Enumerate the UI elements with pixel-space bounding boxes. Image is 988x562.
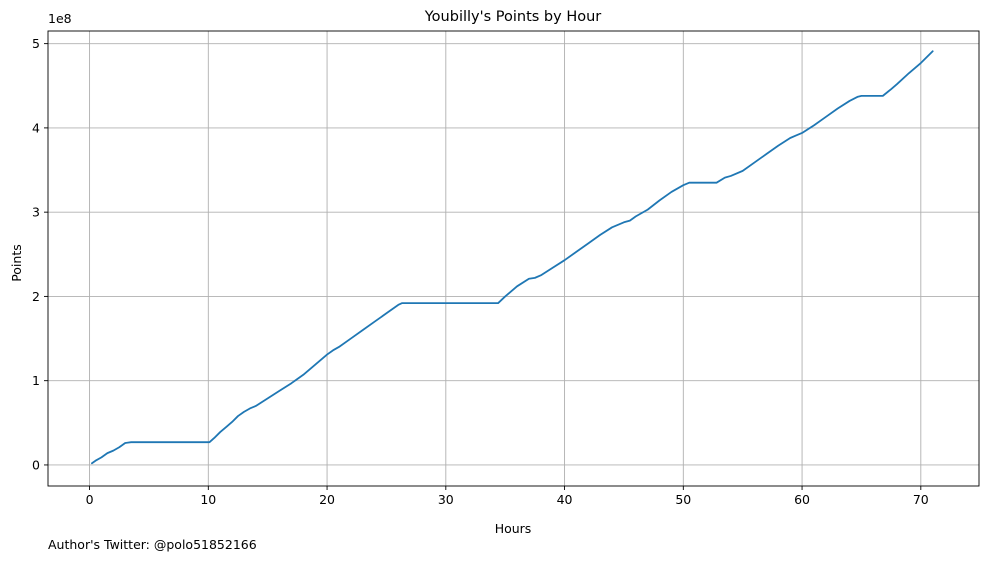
grid-lines — [48, 31, 979, 486]
x-axis-label: Hours — [495, 521, 532, 536]
x-tick-label: 30 — [438, 492, 454, 507]
series-layer — [91, 50, 934, 465]
x-tick-label: 40 — [557, 492, 573, 507]
y-tick-label: 2 — [32, 289, 40, 304]
y-axis-label: Points — [9, 244, 24, 282]
y-tick-label: 3 — [32, 205, 40, 220]
x-tick-label: 0 — [86, 492, 94, 507]
y-tick-label: 0 — [32, 457, 40, 472]
y-axis-ticks: 0 1 2 3 4 5 — [32, 36, 48, 472]
y-tick-label: 5 — [32, 36, 40, 51]
author-twitter-note: Author's Twitter: @polo51852166 — [48, 537, 257, 552]
x-tick-label: 60 — [794, 492, 810, 507]
x-tick-label: 10 — [200, 492, 216, 507]
series-line-points — [91, 50, 934, 465]
y-tick-label: 1 — [32, 373, 40, 388]
y-tick-label: 4 — [32, 120, 40, 135]
x-tick-label: 70 — [913, 492, 929, 507]
y-axis-offset-label: 1e8 — [48, 11, 72, 26]
x-axis-ticks: 0 10 20 30 40 50 60 70 — [86, 486, 929, 507]
x-tick-label: 20 — [319, 492, 335, 507]
chart-title: Youbilly's Points by Hour — [424, 9, 602, 25]
plot-frame — [47, 30, 980, 487]
x-tick-label: 50 — [675, 492, 691, 507]
